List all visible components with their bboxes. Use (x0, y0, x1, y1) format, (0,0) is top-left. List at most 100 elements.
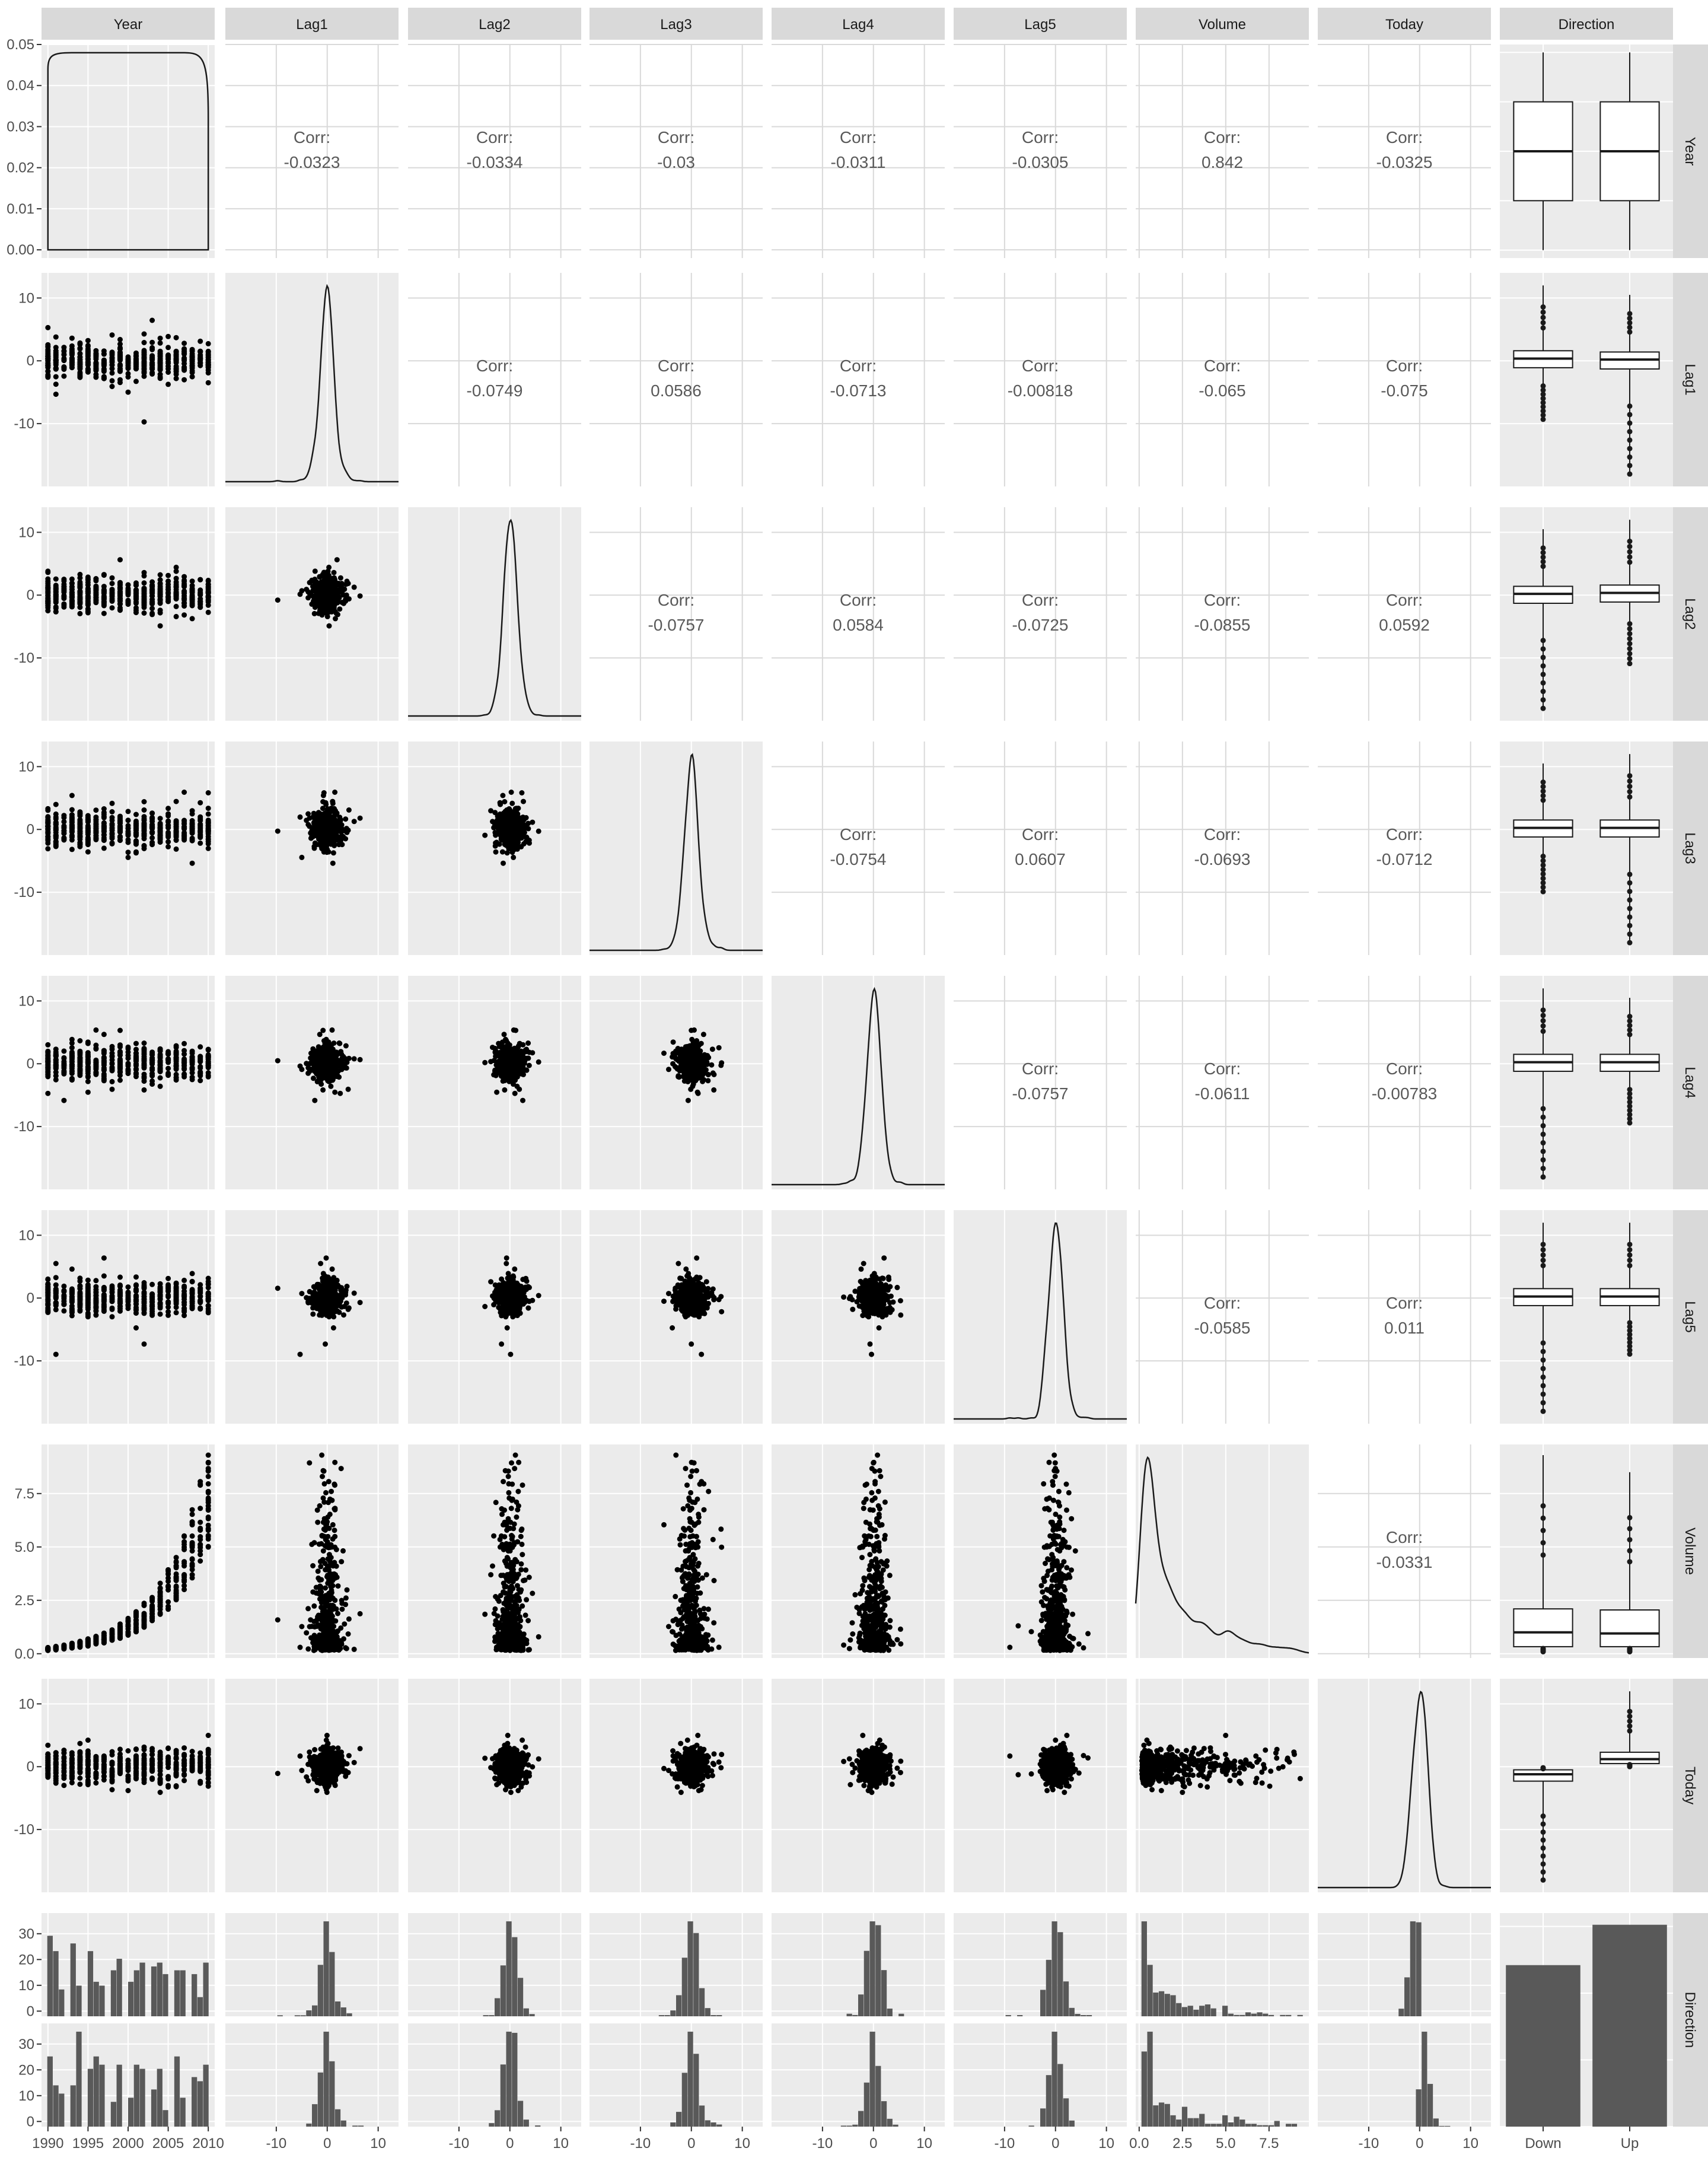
scatter-point (45, 1062, 51, 1068)
scatter-point (189, 352, 195, 358)
scatter-point (125, 1044, 131, 1050)
scatter-point (502, 833, 508, 839)
panel-background (589, 273, 763, 486)
scatter-point (299, 588, 305, 594)
scatter-point (45, 355, 51, 361)
scatter-point (165, 333, 171, 339)
scatter-point (117, 557, 123, 563)
scatter-point (61, 1048, 67, 1054)
row-strip (1672, 1444, 1708, 1658)
corr-value: 0.0592 (1379, 616, 1430, 634)
scatter-point (173, 1062, 179, 1068)
scatter-point (324, 613, 330, 619)
scatter-point (311, 844, 317, 849)
scatter-point (53, 576, 59, 582)
panel-background (1318, 44, 1491, 258)
scatter-point (61, 825, 67, 831)
scatter-point (117, 353, 123, 359)
scatter-point (109, 384, 115, 389)
scatter-point (149, 835, 155, 841)
boxplot-outlier (1627, 661, 1633, 667)
column-strip-label: Lag3 (660, 17, 692, 33)
scatter-point (109, 605, 115, 611)
scatter-point (320, 823, 326, 829)
boxplot-outlier (1627, 631, 1633, 637)
scatter-point (45, 820, 51, 826)
scatter-point (149, 810, 155, 816)
scatter-point (536, 828, 541, 834)
scatter-point (101, 815, 107, 820)
boxplot-outlier (1627, 403, 1633, 409)
scatter-point (197, 1057, 203, 1063)
scatter-point (205, 839, 211, 845)
scatter-point (205, 364, 211, 370)
scatter-point (502, 824, 508, 830)
column-strip (1318, 8, 1491, 40)
scatter-point (512, 1090, 518, 1096)
scatter-point (61, 365, 67, 371)
boxplot-outlier (1627, 789, 1633, 795)
scatter-point (310, 1049, 316, 1055)
boxplot-outlier (1627, 889, 1633, 895)
scatter-point (101, 845, 107, 851)
scatter-point (101, 1048, 107, 1054)
panel-background (1500, 507, 1673, 721)
panel-background (954, 507, 1127, 721)
scatter-point (501, 860, 506, 866)
column-strip (408, 8, 581, 40)
corr-value: -0.0725 (1012, 616, 1069, 634)
scatter-point (330, 800, 336, 806)
scatter-point (85, 366, 91, 372)
scatter-point (351, 1056, 357, 1062)
scatter-point (165, 1058, 171, 1064)
scatter-point (189, 828, 195, 834)
boxplot-outlier (1540, 314, 1546, 320)
scatter-point (149, 1065, 155, 1071)
scatter-point (297, 814, 303, 820)
scatter-point (93, 1045, 99, 1051)
boxplot-outlier (1627, 773, 1633, 779)
scatter-point (343, 816, 349, 822)
boxplot-outlier (1627, 412, 1633, 418)
scatter-point (69, 846, 75, 852)
scatter-point (61, 830, 67, 836)
scatter-point (109, 809, 115, 814)
scatter-point (101, 824, 107, 830)
row-strip (1672, 976, 1708, 1189)
scatter-point (109, 596, 115, 602)
scatter-point (205, 596, 211, 602)
scatter-point (117, 1027, 123, 1033)
column-strip-label: Lag2 (479, 17, 510, 33)
scatter-point (61, 1097, 67, 1103)
scatter-point (125, 371, 131, 377)
scatter-point (109, 1065, 115, 1071)
corr-value: -0.0325 (1376, 153, 1433, 171)
scatter-point (181, 1072, 187, 1078)
scatter-point (85, 836, 91, 842)
boxplot-outlier (1627, 329, 1633, 335)
scatter-point (125, 826, 131, 832)
boxplot-outlier (1627, 445, 1633, 451)
scatter-point (149, 830, 155, 835)
scatter-point (157, 825, 163, 830)
scatter-point (330, 850, 336, 856)
scatter-point (328, 840, 334, 846)
scatter-point (85, 595, 91, 601)
scatter-point (69, 1045, 75, 1051)
scatter-point (181, 1059, 187, 1064)
scatter-point (330, 860, 336, 866)
boxplot-outlier (1627, 543, 1633, 549)
boxplot-outlier (1627, 914, 1633, 920)
scatter-point (189, 860, 195, 866)
row-strip (1672, 273, 1708, 486)
scatter-point (320, 573, 326, 579)
scatter-point (157, 367, 163, 373)
column-strip-label: Lag5 (1024, 17, 1056, 33)
boxplot-outlier (1540, 383, 1546, 389)
scatter-point (53, 334, 59, 340)
scatter-point (45, 576, 51, 582)
boxplot-outlier (1540, 320, 1546, 326)
scatter-point (93, 361, 99, 366)
scatter-point (133, 607, 139, 613)
corr-value: -0.0855 (1194, 616, 1251, 634)
